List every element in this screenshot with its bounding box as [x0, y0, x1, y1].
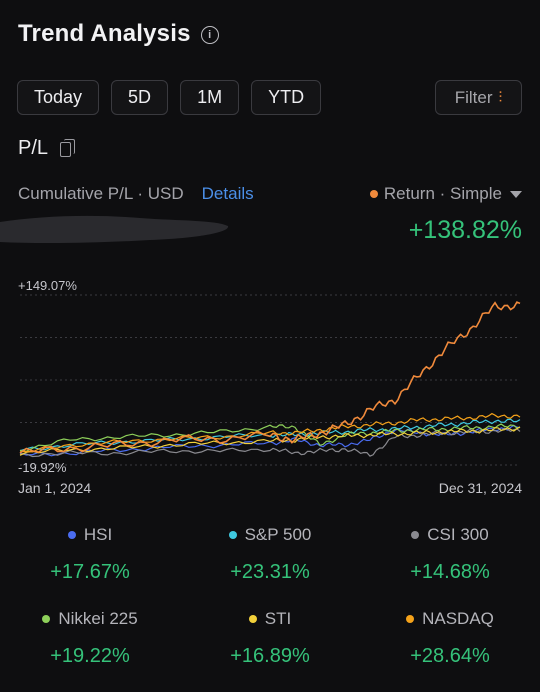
legend-value: +17.67%: [50, 561, 130, 583]
sti-dot-icon: [248, 615, 257, 623]
nikkei-dot-icon: [42, 615, 51, 623]
x-start-label: Jan 1, 2024: [18, 480, 92, 496]
legend-value: +23.31%: [230, 561, 310, 583]
chart-lines: [19, 301, 521, 458]
legend-name: S&P 500: [244, 525, 312, 544]
csi300-dot-icon: [411, 531, 420, 539]
hsi-dot-icon: [67, 531, 76, 539]
legend-value: +19.22%: [50, 645, 130, 667]
y-min-label: -19.92%: [18, 460, 67, 475]
legend-name: CSI 300: [427, 525, 489, 544]
redacted-value: [0, 215, 229, 244]
page-title: Trend Analysis: [18, 20, 191, 47]
legend-item-csi300[interactable]: CSI 300 +14.68%: [360, 525, 540, 584]
copy-icon[interactable]: [60, 139, 76, 158]
series-line-nikkei-225: [19, 423, 521, 452]
info-circle-icon[interactable]: i: [200, 26, 219, 44]
return-type-label: Return · Simple: [383, 184, 502, 203]
period-ytd-button[interactable]: YTD: [251, 80, 322, 115]
legend-name: STI: [264, 609, 292, 628]
x-end-label: Dec 31, 2024: [438, 480, 522, 496]
sp500-dot-icon: [228, 531, 237, 539]
legend-item-hsi[interactable]: HSI +17.67%: [0, 525, 180, 584]
legend-value: +28.64%: [410, 645, 490, 667]
period-5d-button[interactable]: 5D: [111, 80, 169, 115]
legend-item-sti[interactable]: STI +16.89%: [180, 609, 360, 668]
details-link[interactable]: Details: [201, 184, 254, 203]
legend-item-nasdaq[interactable]: NASDAQ +28.64%: [360, 609, 540, 668]
return-dot-icon: [369, 190, 378, 198]
series-line-sti: [19, 426, 521, 456]
return-type-dropdown[interactable]: Return · Simple: [369, 184, 522, 204]
header: Trend Analysis i: [18, 20, 219, 48]
sliders-icon: ⫶: [498, 89, 503, 106]
nasdaq-dot-icon: [406, 615, 415, 623]
legend-item-sp500[interactable]: S&P 500 +23.31%: [180, 525, 360, 584]
series-line-s-p-500: [19, 418, 521, 452]
period-today-button[interactable]: Today: [17, 80, 100, 115]
series-line-return: [19, 301, 521, 454]
pl-row: P/L: [18, 137, 76, 160]
chevron-down-icon: [510, 190, 522, 198]
pl-label: P/L: [18, 137, 49, 159]
trend-chart: +149.07% -19.92%: [18, 278, 521, 475]
cumulative-label: Cumulative P/L · USD: [18, 184, 184, 203]
legend-value: +14.68%: [410, 561, 490, 583]
legend-name: Nikkei 225: [58, 609, 138, 628]
filter-label: Filter: [454, 87, 493, 107]
cumulative-row: Cumulative P/L · USD Details: [18, 184, 254, 204]
legend-value: +16.89%: [230, 645, 310, 667]
legend-item-nikkei[interactable]: Nikkei 225 +19.22%: [0, 609, 180, 668]
filter-button[interactable]: Filter ⫶: [435, 80, 522, 115]
legend-name: HSI: [83, 525, 113, 544]
chart-grid: [20, 294, 520, 466]
total-return-value: +138.82%: [408, 216, 522, 244]
period-selector: Today 5D 1M YTD: [17, 80, 322, 115]
legend-name: NASDAQ: [422, 609, 494, 628]
period-1m-button[interactable]: 1M: [180, 80, 240, 115]
y-max-label: +149.07%: [18, 278, 77, 293]
